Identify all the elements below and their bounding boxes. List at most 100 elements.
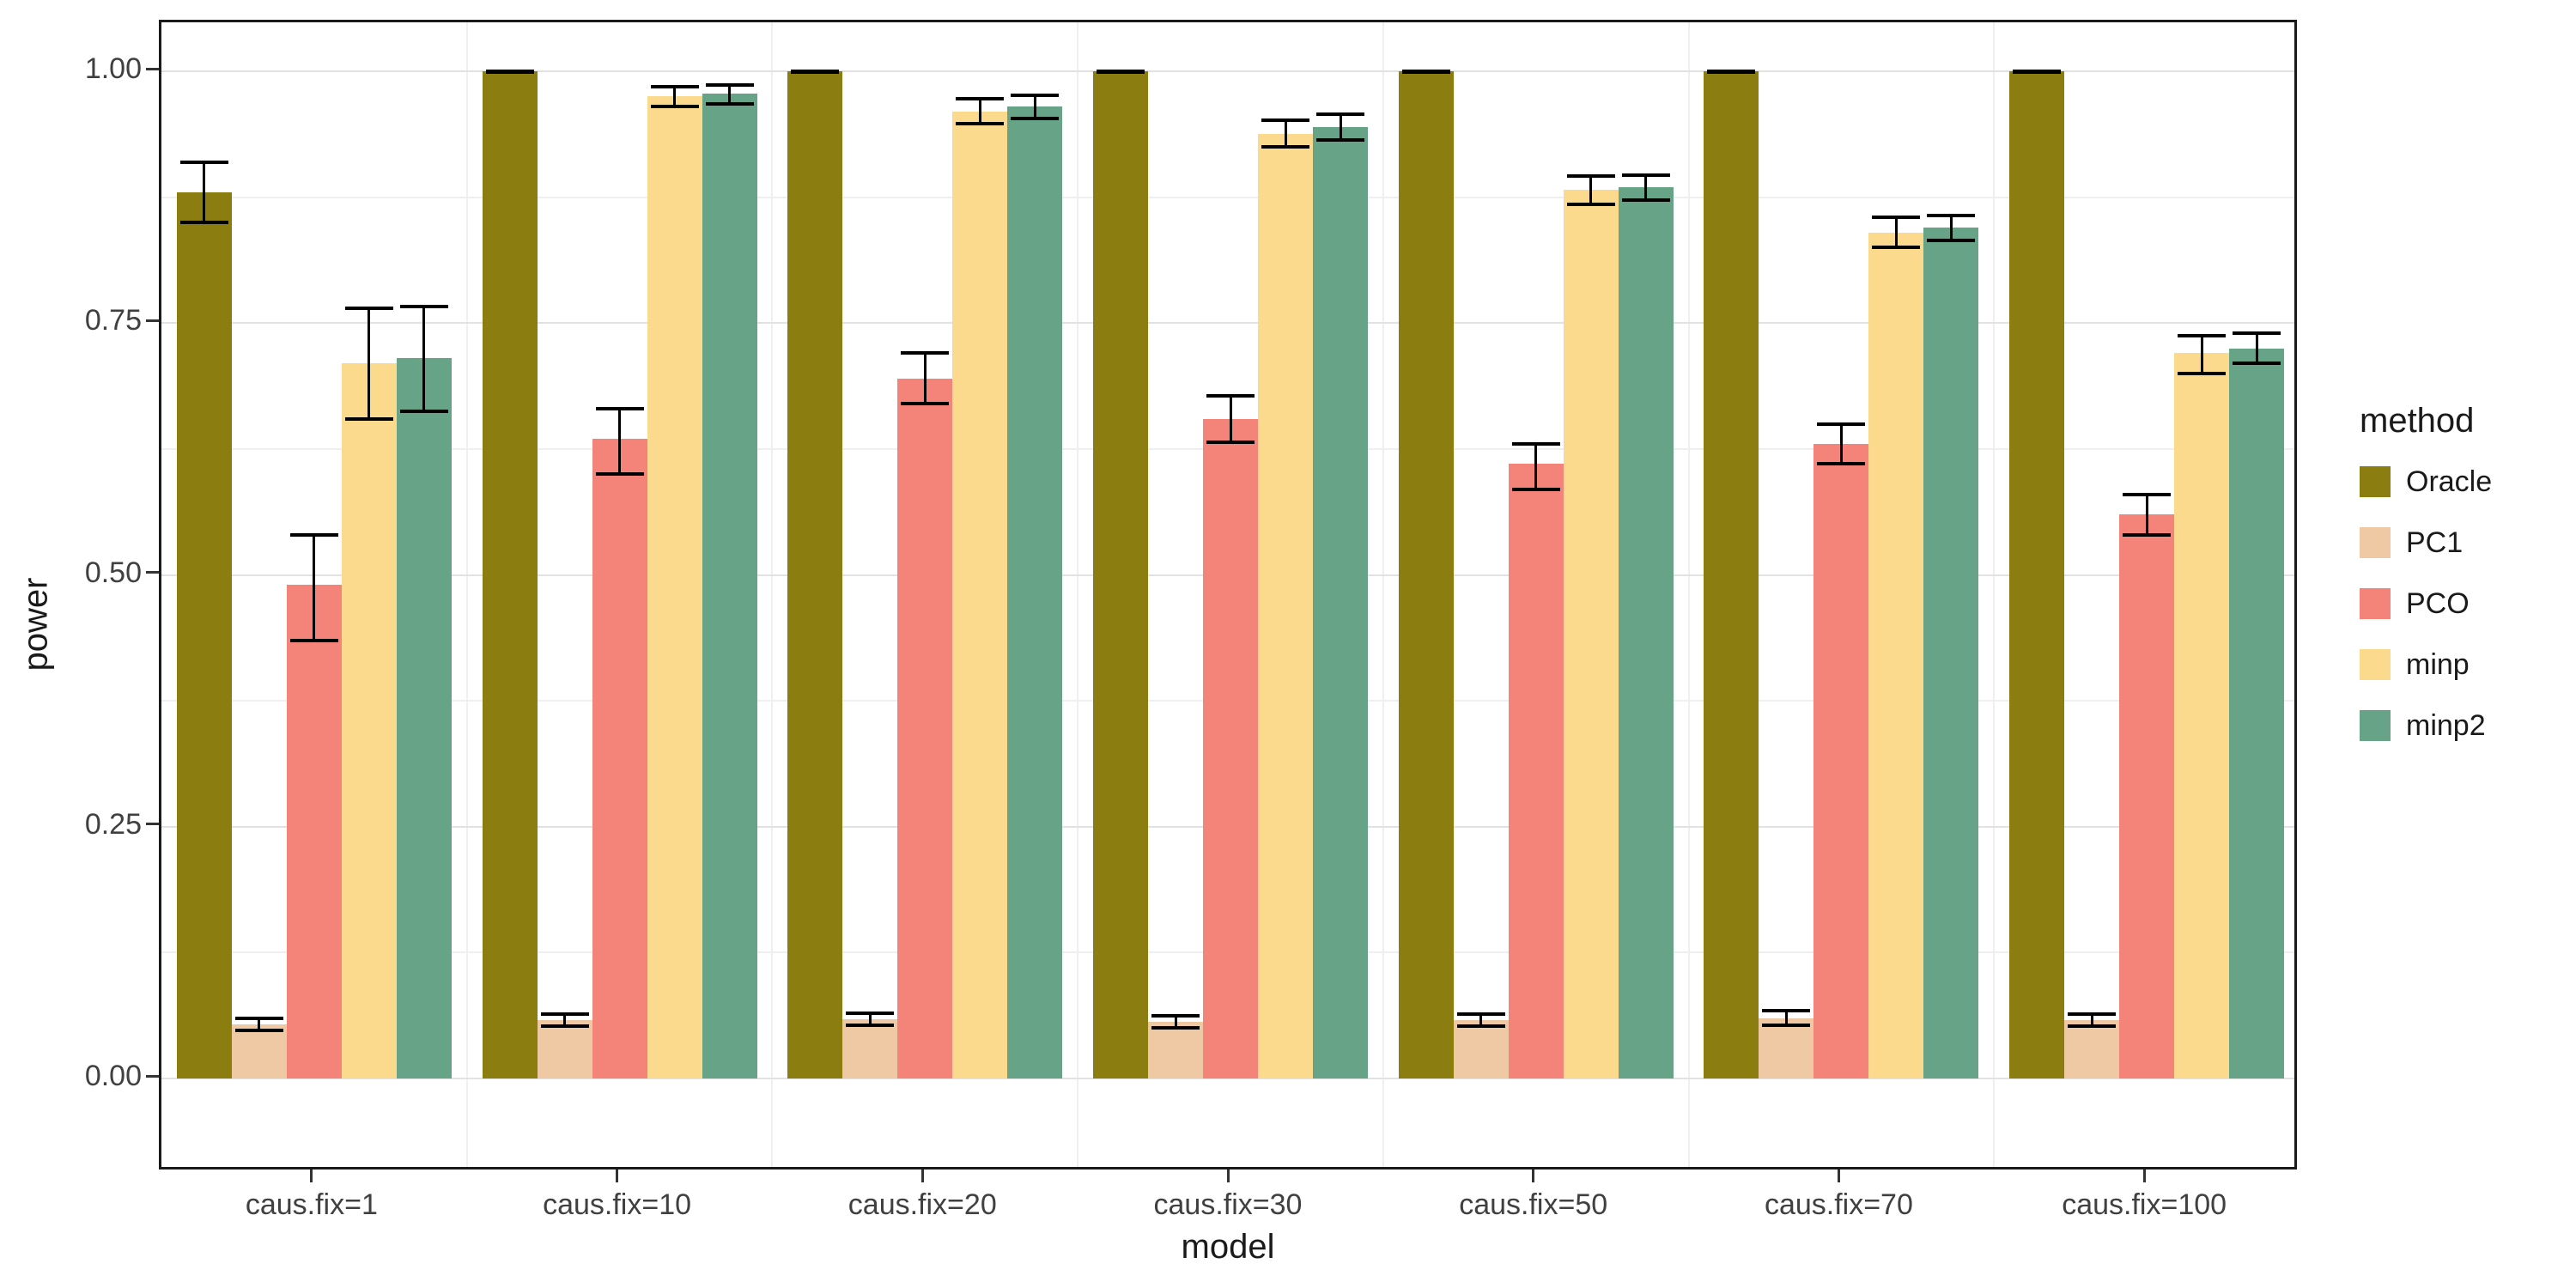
bar-PCO xyxy=(2119,514,2175,1078)
error-bar-cap-bottom-minp xyxy=(1872,246,1921,250)
error-bar-cap-bottom-PC1 xyxy=(234,1028,283,1032)
bar-minp2 xyxy=(2229,348,2285,1078)
error-bar-cap-bottom-PC1 xyxy=(1456,1024,1505,1028)
error-bar-line-PCO xyxy=(2145,494,2148,535)
error-bar-cap-bottom-minp xyxy=(2178,371,2227,375)
bar-PC1 xyxy=(2064,1019,2120,1078)
error-bar-cap-top-minp xyxy=(956,96,1005,100)
bar-minp2 xyxy=(702,93,757,1078)
error-bar-line-minp2 xyxy=(2255,332,2258,364)
plot-panel xyxy=(159,20,2297,1170)
bar-minp2 xyxy=(1923,227,1979,1078)
error-bar-line-PCO xyxy=(1534,444,1538,489)
error-bar-cap-bottom-PC1 xyxy=(1762,1023,1811,1027)
x-tick-mark xyxy=(1837,1170,1840,1182)
x-gridline-minor xyxy=(1382,22,1384,1167)
error-bar-cap-top-PCO xyxy=(1206,393,1255,398)
bar-PCO xyxy=(592,439,647,1078)
legend-label-PC1: PC1 xyxy=(2406,526,2464,559)
error-bar-line-minp2 xyxy=(1033,95,1036,119)
error-bar-cap-top-minp2 xyxy=(399,305,448,309)
bar-PC1 xyxy=(231,1024,287,1078)
y-tick-label: 1.00 xyxy=(84,52,142,85)
bar-PC1 xyxy=(537,1019,592,1078)
legend-swatch-minp2 xyxy=(2360,710,2391,741)
error-bar-cap-bottom-minp2 xyxy=(1927,239,1976,243)
y-axis-title: power xyxy=(16,577,55,671)
x-tick-label: caus.fix=70 xyxy=(1764,1188,1913,1221)
error-bar-cap-bottom-PCO xyxy=(289,638,338,642)
error-bar-cap-bottom-Oracle xyxy=(1401,70,1450,74)
legend-entry-minp: minp xyxy=(2360,647,2492,681)
bar-Oracle xyxy=(1704,71,1759,1078)
legend-label-Oracle: Oracle xyxy=(2406,465,2493,498)
error-bar-cap-bottom-minp xyxy=(650,105,699,109)
error-bar-line-minp xyxy=(1284,120,1287,147)
error-bar-cap-top-minp xyxy=(1261,118,1309,123)
x-axis-title: model xyxy=(1181,1228,1275,1266)
bar-minp xyxy=(1563,190,1619,1078)
error-bar-cap-bottom-PCO xyxy=(901,402,950,406)
legend-label-PCO: PCO xyxy=(2406,586,2470,620)
error-bar-line-minp2 xyxy=(1949,215,1953,241)
x-tick-label: caus.fix=100 xyxy=(2062,1188,2227,1221)
legend-label-minp2: minp2 xyxy=(2406,708,2486,742)
error-bar-line-minp2 xyxy=(1339,114,1342,140)
error-bar-cap-top-minp2 xyxy=(1316,112,1364,117)
error-bar-cap-bottom-PCO xyxy=(595,472,644,477)
bar-PCO xyxy=(1508,464,1564,1078)
error-bar-cap-top-PC1 xyxy=(2068,1012,2117,1016)
error-bar-line-PC1 xyxy=(1479,1013,1483,1026)
bar-minp2 xyxy=(396,358,452,1078)
bar-Oracle xyxy=(176,191,232,1078)
x-tick-mark xyxy=(1226,1170,1230,1182)
error-bar-cap-bottom-Oracle xyxy=(179,220,228,224)
error-bar-line-minp xyxy=(1589,175,1593,204)
x-tick-label: caus.fix=20 xyxy=(848,1188,997,1221)
x-tick-mark xyxy=(1532,1170,1535,1182)
x-gridline-minor xyxy=(1687,22,1690,1167)
bar-Oracle xyxy=(1093,71,1148,1078)
legend-swatch-Oracle xyxy=(2360,466,2391,497)
error-bar-line-PC1 xyxy=(1784,1011,1788,1025)
x-tick-label: caus.fix=10 xyxy=(543,1188,692,1221)
error-bar-cap-bottom-PC1 xyxy=(1151,1026,1200,1030)
error-bar-cap-top-PC1 xyxy=(1151,1014,1200,1018)
error-bar-cap-bottom-PCO xyxy=(1206,440,1255,444)
y-tick-mark xyxy=(146,67,159,70)
error-bar-cap-top-minp2 xyxy=(1927,213,1976,217)
error-bar-cap-top-PCO xyxy=(595,406,644,410)
y-gridline-major xyxy=(161,70,2294,72)
legend-swatch-minp xyxy=(2360,649,2391,680)
legend-label-minp: minp xyxy=(2406,647,2470,681)
error-bar-cap-top-minp xyxy=(650,84,699,88)
error-bar-cap-bottom-minp2 xyxy=(705,101,754,106)
error-bar-cap-top-minp2 xyxy=(705,83,754,88)
error-bar-line-PC1 xyxy=(2090,1013,2093,1026)
bar-minp2 xyxy=(1007,106,1063,1078)
error-bar-line-PCO xyxy=(1839,423,1843,465)
error-bar-cap-top-PC1 xyxy=(540,1012,589,1016)
error-bar-cap-bottom-PCO xyxy=(1511,487,1560,491)
x-tick-label: caus.fix=30 xyxy=(1153,1188,1303,1221)
error-bar-cap-top-PC1 xyxy=(234,1016,283,1020)
bar-PC1 xyxy=(1759,1018,1814,1078)
error-bar-cap-top-minp2 xyxy=(1621,173,1670,177)
bar-minp xyxy=(2174,353,2230,1078)
error-bar-line-PC1 xyxy=(1174,1016,1177,1029)
bar-Oracle xyxy=(2009,71,2065,1078)
error-bar-line-PC1 xyxy=(563,1013,567,1026)
error-bar-line-PCO xyxy=(923,353,927,404)
error-bar-cap-top-minp xyxy=(344,306,393,310)
x-tick-label: caus.fix=1 xyxy=(245,1188,378,1221)
error-bar-line-minp xyxy=(2200,336,2203,374)
bar-PC1 xyxy=(842,1018,898,1078)
error-bar-cap-top-minp2 xyxy=(1011,94,1060,98)
error-bar-line-PCO xyxy=(1229,395,1232,442)
error-bar-line-minp2 xyxy=(728,85,732,104)
error-bar-cap-bottom-Oracle xyxy=(2013,70,2062,74)
bar-Oracle xyxy=(1398,71,1454,1078)
error-bar-cap-top-PCO xyxy=(2123,492,2172,496)
bar-Oracle xyxy=(482,71,538,1078)
bar-minp xyxy=(952,111,1008,1078)
